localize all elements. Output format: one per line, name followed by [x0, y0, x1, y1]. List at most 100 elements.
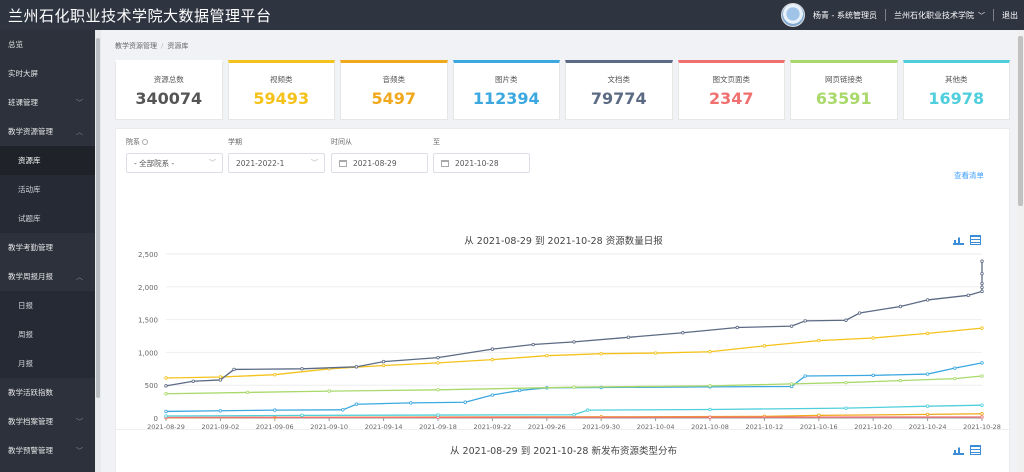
data-view-icon[interactable] — [970, 445, 981, 455]
data-point[interactable] — [844, 406, 848, 410]
data-point[interactable] — [980, 281, 984, 286]
sidebar-scrollbar-thumb[interactable] — [96, 38, 100, 398]
data-point[interactable] — [599, 352, 603, 356]
dept-select[interactable]: - 全部院系 - ﹀ — [126, 153, 223, 173]
data-point[interactable] — [436, 355, 440, 360]
data-point[interactable] — [789, 324, 794, 328]
sidebar-item[interactable]: 教学预警管理 ﹀ — [0, 436, 95, 465]
data-point[interactable] — [871, 373, 875, 378]
data-point[interactable] — [817, 413, 821, 418]
data-point[interactable] — [164, 392, 168, 396]
series-line[interactable] — [165, 327, 983, 379]
stat-card[interactable]: 资源总数 340074 — [115, 60, 223, 120]
page-scrollbar-thumb[interactable] — [1018, 36, 1023, 206]
data-point[interactable] — [341, 408, 345, 412]
data-point[interactable] — [953, 376, 957, 381]
data-point[interactable] — [300, 413, 304, 418]
data-point[interactable] — [653, 351, 658, 355]
data-point[interactable] — [925, 372, 930, 376]
data-point[interactable] — [980, 412, 984, 416]
data-point[interactable] — [409, 401, 413, 405]
data-point[interactable] — [708, 407, 712, 412]
data-point[interactable] — [572, 413, 576, 417]
data-point[interactable] — [980, 361, 984, 365]
data-point[interactable] — [572, 340, 576, 344]
data-point[interactable] — [980, 374, 984, 378]
data-point[interactable] — [925, 298, 930, 302]
sidebar-item[interactable]: 周报 — [0, 320, 95, 349]
page-scrollbar[interactable] — [1017, 30, 1024, 472]
data-point[interactable] — [517, 388, 522, 393]
data-point[interactable] — [436, 388, 440, 392]
data-point[interactable] — [681, 331, 685, 335]
stat-card[interactable]: 网页链接类 63591 — [790, 60, 898, 120]
data-point[interactable] — [218, 375, 223, 379]
data-point[interactable] — [164, 376, 168, 380]
data-point[interactable] — [789, 382, 794, 386]
data-point[interactable] — [381, 363, 386, 368]
sidebar-item[interactable]: 活动库 — [0, 175, 95, 204]
data-point[interactable] — [735, 325, 739, 330]
stat-card[interactable]: 其他类 16978 — [902, 60, 1010, 120]
sidebar-scrollbar[interactable] — [95, 30, 101, 472]
data-point[interactable] — [531, 342, 535, 347]
stat-card[interactable]: 图片类 112394 — [452, 60, 560, 120]
data-point[interactable] — [245, 390, 250, 395]
data-point[interactable] — [545, 353, 549, 358]
data-point[interactable] — [953, 366, 957, 370]
data-point[interactable] — [436, 413, 440, 417]
data-point[interactable] — [966, 293, 971, 298]
data-point[interactable] — [327, 389, 331, 393]
view-list-link[interactable]: 查看清单 — [954, 171, 984, 180]
data-point[interactable] — [857, 311, 862, 315]
data-view-icon[interactable] — [970, 235, 981, 245]
data-point[interactable] — [164, 384, 168, 388]
data-point[interactable] — [490, 393, 495, 397]
user-name[interactable]: 杨青 - 系统管理员 — [813, 10, 877, 20]
data-point[interactable] — [191, 379, 195, 383]
avatar[interactable] — [781, 3, 806, 27]
data-point[interactable] — [844, 318, 848, 322]
sidebar-item[interactable]: 实时大屏 — [0, 59, 95, 88]
data-point[interactable] — [218, 378, 223, 382]
data-point[interactable] — [817, 338, 821, 343]
data-point[interactable] — [572, 385, 576, 389]
data-point[interactable] — [898, 378, 903, 383]
data-point[interactable] — [980, 259, 984, 263]
sidebar-item[interactable]: 资源库 — [0, 146, 95, 175]
data-point[interactable] — [164, 414, 168, 418]
sidebar-item[interactable]: 教学考勤管理 — [0, 233, 95, 262]
sidebar-item[interactable]: 教学活跃指数 — [0, 378, 95, 407]
sidebar-item[interactable]: 教学资源管理 ︿ — [0, 117, 95, 146]
data-point[interactable] — [232, 367, 236, 372]
to-date-input[interactable]: 2021-10-28 — [433, 153, 530, 173]
data-point[interactable] — [803, 374, 807, 378]
data-point[interactable] — [898, 304, 903, 309]
data-point[interactable] — [354, 402, 359, 406]
data-point[interactable] — [490, 357, 495, 362]
data-point[interactable] — [708, 350, 712, 354]
data-point[interactable] — [980, 326, 984, 330]
data-point[interactable] — [980, 289, 984, 294]
data-point[interactable] — [490, 347, 495, 351]
data-point[interactable] — [980, 271, 984, 276]
sidebar-item[interactable]: 总览 — [0, 30, 95, 59]
stat-card[interactable]: 文档类 79774 — [565, 60, 673, 120]
data-point[interactable] — [980, 415, 984, 419]
stat-card[interactable]: 音频类 5497 — [340, 60, 448, 120]
data-point[interactable] — [708, 415, 712, 419]
data-point[interactable] — [762, 344, 767, 348]
series-line[interactable] — [165, 261, 983, 387]
data-point[interactable] — [925, 404, 930, 408]
data-point[interactable] — [164, 409, 168, 414]
term-select[interactable]: 2021-2022-1 ﹀ — [228, 153, 325, 173]
data-point[interactable] — [436, 361, 440, 365]
school-select[interactable]: 兰州石化职业技术学院 ﹀ — [894, 10, 985, 21]
data-point[interactable] — [789, 384, 794, 389]
sidebar-item[interactable]: 教学周报月报 ︿ — [0, 262, 95, 291]
chart-switch-icon[interactable] — [953, 235, 964, 245]
data-point[interactable] — [925, 331, 930, 336]
data-point[interactable] — [708, 384, 712, 388]
data-point[interactable] — [354, 365, 359, 369]
sidebar-item[interactable]: 月报 — [0, 349, 95, 378]
